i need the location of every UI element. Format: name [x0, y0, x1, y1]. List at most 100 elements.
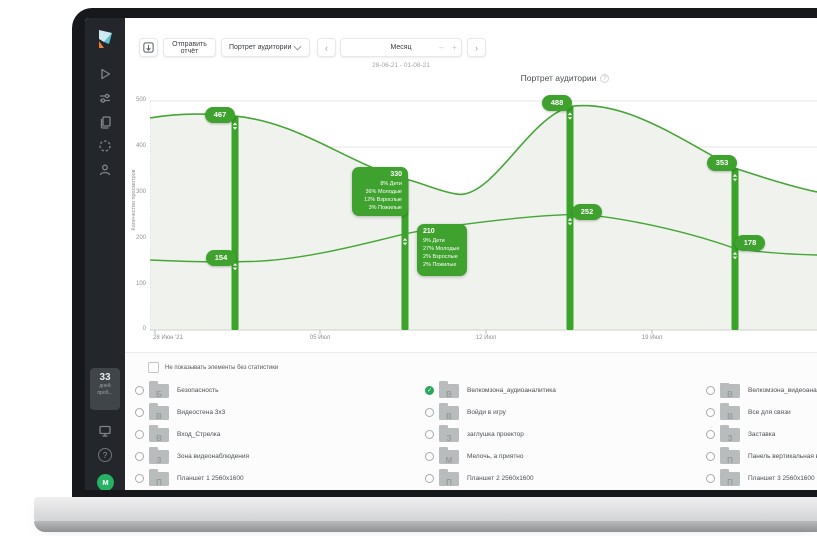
tooltip-line: 3% Пожилые	[368, 205, 402, 211]
period-control[interactable]: Месяц – +	[340, 38, 462, 57]
item-radio[interactable]	[706, 386, 715, 395]
export-report-button[interactable]	[139, 38, 158, 57]
item-label: Вход_Стрелка	[177, 431, 221, 438]
data-point-badge[interactable]: 353	[707, 155, 737, 171]
playlist-item[interactable]: П Планшет 3 2560x1600	[706, 468, 817, 487]
item-radio[interactable]	[135, 408, 144, 417]
next-period-button[interactable]: ›	[467, 38, 486, 57]
item-radio-selected[interactable]: ✓	[425, 386, 434, 395]
playlist-item[interactable]: З Зона видеонаблюдения	[135, 446, 249, 465]
y-tick: 300	[135, 189, 146, 195]
item-radio[interactable]	[135, 474, 144, 483]
folder-icon: В	[720, 383, 740, 399]
folder-icon: В	[439, 380, 459, 399]
audience-chart[interactable]	[150, 77, 817, 337]
playlist-item[interactable]: В Вход_Стрелка	[135, 424, 249, 443]
item-radio[interactable]	[706, 474, 715, 483]
filter-column-1: Б Безопасность В Видеостена 3x3 В Вход_С…	[135, 380, 249, 490]
trial-days-count: 33	[99, 372, 111, 383]
hide-empty-toggle[interactable]: Не показывать элементы без статистики	[148, 362, 278, 373]
item-radio[interactable]	[425, 430, 434, 439]
chevron-down-icon	[293, 45, 302, 51]
report-type-select[interactable]: Портрет аудитории	[221, 38, 310, 57]
item-radio[interactable]	[135, 430, 144, 439]
period-label: Месяц	[390, 44, 412, 51]
nav-pages-icon[interactable]	[97, 114, 113, 130]
nav-user-icon[interactable]	[97, 162, 113, 178]
user-avatar[interactable]: М	[97, 474, 114, 490]
tooltip-value: 210	[423, 228, 435, 235]
hide-empty-checkbox[interactable]	[148, 362, 159, 373]
item-label: Велкомзона_аудиоаналитика	[467, 387, 556, 394]
prev-period-button[interactable]: ‹	[317, 38, 336, 57]
folder-icon: В	[149, 424, 169, 443]
trial-days-widget[interactable]: 33 дней проб...	[90, 368, 120, 410]
info-icon[interactable]: ?	[600, 74, 610, 83]
x-tick: 19 Июл	[641, 335, 663, 341]
playlist-item[interactable]: З заглушка проектор	[425, 424, 556, 443]
y-tick: 200	[135, 235, 146, 241]
item-radio[interactable]	[706, 430, 715, 439]
playlist-item[interactable]: В Видеостена 3x3	[135, 402, 249, 421]
item-label: Планшет 2 2560x1600	[467, 475, 534, 482]
folder-icon: П	[149, 468, 169, 487]
help-icon[interactable]: ?	[98, 448, 112, 462]
item-label: Мелочь, а приятно	[467, 453, 524, 460]
filter-column-3: В Велкомзона_видеоаналитика В Все для св…	[706, 383, 817, 490]
item-label: Планшет 3 2560x1600	[748, 475, 815, 482]
x-tick: 05 Июл	[309, 335, 331, 341]
nav-dashed-circle-icon[interactable]	[97, 138, 113, 154]
item-radio[interactable]	[706, 452, 715, 461]
playlist-item[interactable]: П Планшет 1 2560x1600	[135, 468, 249, 487]
nav-play-icon[interactable]	[97, 66, 113, 82]
x-tick: 12 Июл	[475, 335, 497, 341]
zoom-out-button[interactable]: –	[439, 43, 444, 52]
sidebar: 33 дней проб... ? М	[85, 18, 125, 490]
playlist-item[interactable]: П Планшет 2 2560x1600	[425, 468, 556, 487]
tooltip-line: 12% Взрослые	[364, 197, 402, 203]
item-radio[interactable]	[706, 408, 715, 417]
playlist-item[interactable]: З Заставка	[706, 424, 817, 443]
y-axis-label: Количество просмотров	[131, 169, 137, 231]
item-radio[interactable]	[425, 408, 434, 417]
y-tick: 500	[135, 97, 146, 103]
item-label: Панель вертикальная внутр	[748, 453, 817, 460]
data-point-badge[interactable]: 178	[735, 235, 765, 251]
item-radio[interactable]	[425, 452, 434, 461]
playlist-item[interactable]: В Войди в игру	[425, 402, 556, 421]
tooltip-line: 36% Молодые	[365, 189, 402, 195]
hide-empty-label: Не показывать элементы без статистики	[165, 364, 279, 371]
x-tick: 28 Июн '21	[153, 335, 183, 341]
playlist-item[interactable]: В Все для связи	[706, 402, 817, 421]
app-logo[interactable]	[95, 28, 115, 52]
playlist-item-selected[interactable]: ✓ В Велкомзона_аудиоаналитика	[425, 380, 556, 399]
data-point-badge[interactable]: 467	[205, 107, 235, 123]
data-point-badge[interactable]: 154	[206, 250, 236, 266]
chart-title-text: Портрет аудитории	[520, 73, 597, 83]
playlist-item[interactable]: В Велкомзона_видеоаналитика	[706, 383, 817, 399]
item-radio[interactable]	[135, 452, 144, 461]
data-point-badge[interactable]: 252	[572, 204, 602, 220]
item-label: Заставка	[748, 431, 776, 438]
playlist-item[interactable]: М Мелочь, а приятно	[425, 446, 556, 465]
folder-icon: З	[720, 424, 740, 443]
point-tooltip: 210 9% Дети 27% Молодые 2% Взрослые 2% П…	[417, 224, 467, 276]
send-report-button[interactable]: Отправить отчёт	[163, 38, 216, 57]
chart-title: Портрет аудитории?	[315, 73, 815, 83]
item-radio[interactable]	[135, 386, 144, 395]
main-content: Отправить отчёт Портрет аудитории ‹ Меся…	[125, 18, 817, 490]
folder-icon: В	[439, 402, 459, 421]
zoom-in-button[interactable]: +	[452, 43, 457, 52]
display-icon[interactable]	[97, 423, 113, 439]
data-point-badge[interactable]: 488	[542, 95, 572, 111]
playlist-item[interactable]: П Панель вертикальная внутр	[706, 446, 817, 465]
y-tick: 0	[142, 326, 146, 332]
item-radio[interactable]	[425, 474, 434, 483]
y-tick: 400	[135, 143, 146, 149]
date-range-label: 28-06-21 - 01-08-21	[372, 62, 430, 69]
playlist-item[interactable]: Б Безопасность	[135, 380, 249, 399]
report-type-value: Портрет аудитории	[229, 44, 292, 51]
nav-sliders-icon[interactable]	[97, 90, 113, 106]
tooltip-value: 330	[390, 171, 402, 178]
